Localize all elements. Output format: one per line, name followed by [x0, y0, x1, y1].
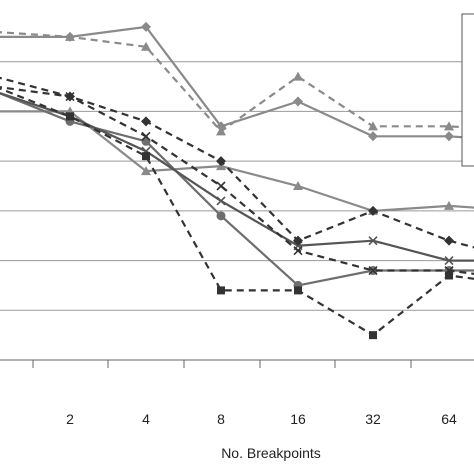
x-tick-label: 8	[217, 411, 225, 427]
data-point	[293, 96, 303, 107]
x-axis: 2 4 8 16 32 64	[0, 359, 474, 427]
data-point	[368, 236, 378, 246]
data-point	[444, 256, 454, 266]
series-line	[0, 76, 474, 249]
data-point	[216, 181, 226, 191]
series-line	[0, 86, 474, 275]
data-point	[293, 246, 303, 256]
data-point	[217, 286, 225, 295]
data-point	[66, 112, 74, 121]
x-tick-label: 4	[142, 411, 150, 427]
data-point	[368, 265, 378, 276]
data-point	[216, 156, 226, 167]
data-point	[141, 136, 151, 146]
data-point	[216, 126, 226, 136]
data-point	[369, 331, 377, 340]
x-tick-label: 64	[441, 411, 457, 427]
data-point	[65, 91, 75, 102]
legend-box	[461, 13, 474, 167]
x-axis-title: No. Breakpoints	[221, 445, 321, 461]
data-point	[141, 116, 151, 127]
series-line	[0, 87, 474, 337]
data-point	[293, 181, 303, 190]
data-point	[444, 200, 454, 210]
series-line	[0, 31, 474, 133]
data-point	[293, 235, 303, 246]
data-point	[216, 211, 226, 221]
series-line	[0, 25, 474, 140]
data-point	[368, 121, 378, 131]
x-tick-label: 2	[66, 411, 74, 427]
x-tick-label: 16	[290, 411, 306, 427]
data-point	[368, 205, 378, 216]
data-point	[141, 131, 151, 141]
x-tick-label: 32	[365, 411, 381, 427]
data-point	[216, 196, 226, 206]
series-8	[0, 86, 474, 276]
series-line	[0, 92, 474, 262]
data-point	[294, 286, 302, 295]
data-point	[445, 271, 453, 280]
data-point	[444, 131, 454, 142]
series-7	[0, 87, 474, 340]
data-point	[444, 265, 454, 276]
series-2	[0, 31, 474, 136]
series-group	[0, 21, 474, 340]
data-point	[368, 131, 378, 142]
data-point	[65, 31, 75, 41]
data-point	[141, 166, 151, 176]
series-6	[0, 76, 474, 249]
data-point	[444, 121, 454, 131]
data-point	[142, 152, 150, 161]
data-point	[141, 41, 151, 51]
data-point	[293, 71, 303, 81]
data-point	[444, 235, 454, 246]
data-point	[141, 21, 151, 32]
